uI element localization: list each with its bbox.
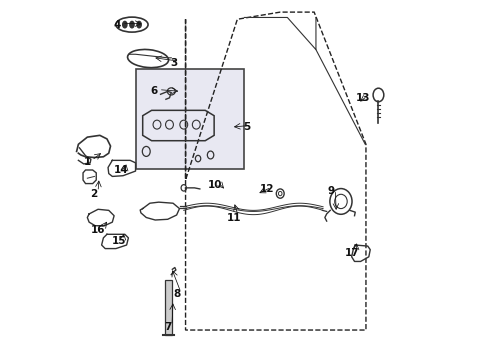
- Text: 14: 14: [114, 165, 128, 175]
- Text: 7: 7: [163, 322, 171, 332]
- Ellipse shape: [130, 21, 134, 28]
- Text: 13: 13: [355, 93, 369, 103]
- Text: 15: 15: [111, 237, 126, 247]
- Text: 5: 5: [243, 122, 250, 132]
- Text: 12: 12: [260, 184, 274, 194]
- Text: 6: 6: [150, 86, 158, 96]
- Text: 17: 17: [344, 248, 358, 258]
- Ellipse shape: [122, 21, 127, 28]
- Text: 3: 3: [170, 58, 177, 68]
- Text: 1: 1: [83, 157, 91, 167]
- Text: 8: 8: [173, 289, 180, 299]
- Bar: [165, 280, 172, 336]
- Text: 11: 11: [226, 212, 241, 222]
- Ellipse shape: [137, 21, 141, 28]
- FancyBboxPatch shape: [135, 69, 244, 169]
- Text: 9: 9: [326, 186, 334, 197]
- Text: 2: 2: [90, 189, 97, 199]
- Text: 10: 10: [207, 180, 222, 190]
- Text: 4: 4: [114, 20, 121, 30]
- Text: 16: 16: [91, 225, 105, 235]
